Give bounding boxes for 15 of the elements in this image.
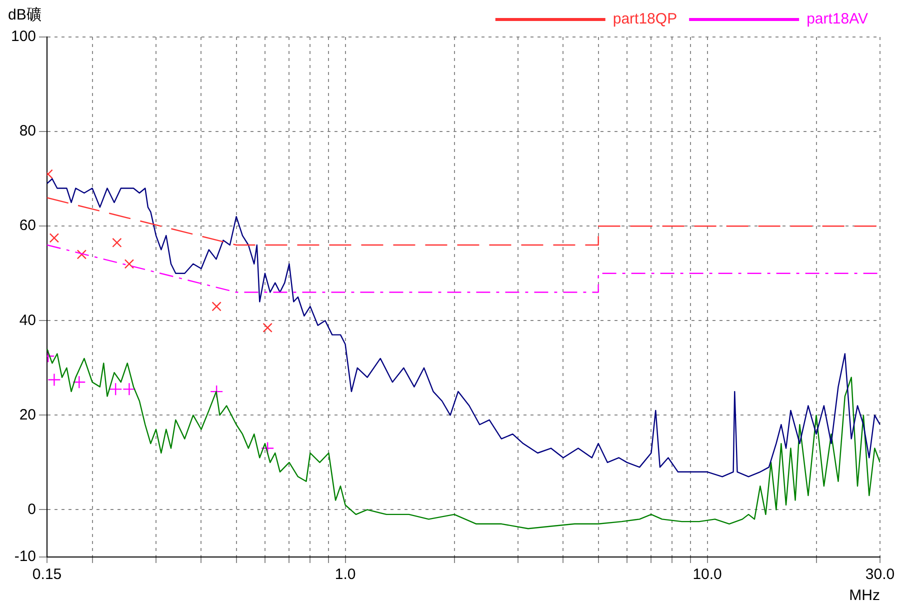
y-tick-label: 100 <box>10 28 36 46</box>
y-tick-label: -10 <box>14 548 36 566</box>
x-axis-title: MHz <box>849 587 880 604</box>
x-tick-label: 0.15 <box>32 566 62 584</box>
y-axis-title: dB礦 <box>8 6 42 24</box>
x-tick-label: 10.0 <box>692 566 722 584</box>
x-tick-label: 1.0 <box>334 566 356 584</box>
y-tick-label: 80 <box>19 122 36 140</box>
text: part18QP <box>612 10 678 28</box>
y-tick-label: 40 <box>19 312 36 329</box>
x-tick-label: 30.0 <box>865 566 895 584</box>
y-tick-label: 60 <box>19 217 36 234</box>
y-tick-label: 0 <box>28 500 36 518</box>
y-tick-label: 20 <box>19 406 36 424</box>
text: part18AV <box>806 10 868 28</box>
